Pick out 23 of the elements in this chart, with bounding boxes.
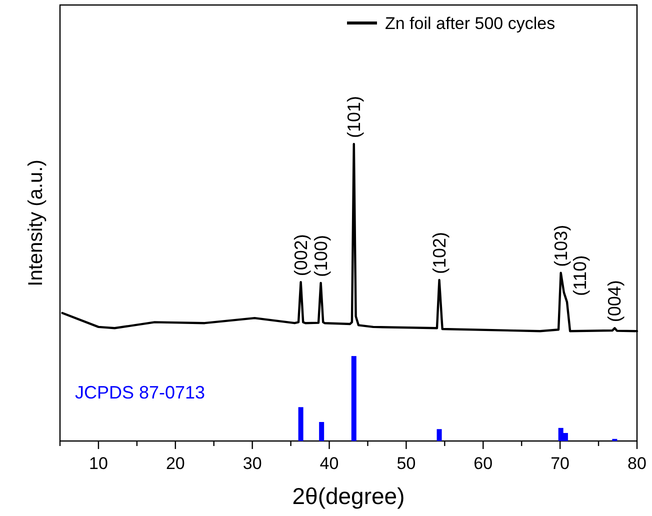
x-tick-label: 80 bbox=[628, 454, 646, 473]
annotation: (103) bbox=[550, 224, 571, 267]
x-tick-label: 10 bbox=[89, 454, 108, 473]
x-tick-label: 30 bbox=[242, 454, 262, 473]
x-tick-label: 40 bbox=[320, 454, 339, 473]
x-tick-label: 60 bbox=[474, 454, 493, 473]
annotation: (100) bbox=[310, 234, 331, 277]
annotation: (110) bbox=[570, 255, 590, 296]
x-tick-label: 20 bbox=[166, 454, 185, 473]
x-tick-label: 70 bbox=[550, 454, 570, 473]
annotation: (004) bbox=[604, 280, 625, 322]
x-tick-label: 50 bbox=[396, 454, 416, 473]
bar bbox=[298, 407, 304, 441]
annotation: (102) bbox=[429, 232, 450, 274]
bar bbox=[351, 356, 356, 441]
bar bbox=[319, 422, 324, 441]
text: JCPDS 87-0713 bbox=[75, 382, 206, 403]
bar bbox=[436, 429, 442, 441]
y-axis-title: Intensity (a.u.) bbox=[25, 160, 47, 286]
x-axis-title: 2θ(degree) bbox=[292, 483, 405, 509]
legend-label: Zn foil after 500 cycles bbox=[385, 14, 556, 33]
annotation: (101) bbox=[344, 96, 364, 138]
annotation: (002) bbox=[290, 234, 311, 276]
